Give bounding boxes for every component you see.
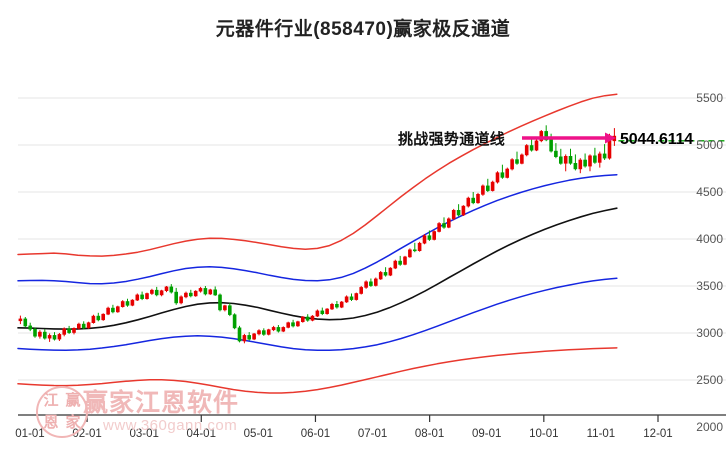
y-axis-tick: 4000: [696, 232, 723, 246]
x-axis-tick: 09-01: [472, 428, 502, 440]
channel-line-1: [17, 173, 618, 285]
y-axis-tick: 3500: [696, 279, 723, 293]
y-axis-tick: 5000: [696, 138, 723, 152]
x-axis-tick: 04-01: [186, 428, 216, 440]
seal-char: 赢: [65, 392, 81, 409]
x-axis-tick: 01-01: [15, 428, 45, 440]
seal-char: 恩: [43, 414, 59, 431]
channel-line-3: [17, 277, 618, 352]
x-axis-tick: 03-01: [129, 428, 159, 440]
brand-watermark: 赢家江恩软件: [83, 389, 240, 417]
channel-line-2: [17, 207, 618, 330]
last-price-label: 5044.6114: [620, 131, 693, 148]
annotation-arrow: [522, 132, 616, 144]
y-axis-tick: 2000: [696, 420, 723, 434]
seal-watermark-icon: 江赢恩家: [36, 386, 88, 438]
channel-bands: [17, 93, 618, 394]
seal-char: 江: [43, 392, 59, 409]
y-axis-tick: 5500: [696, 91, 723, 105]
y-axis-tick: 2500: [696, 373, 723, 387]
x-axis-tick: 06-01: [300, 428, 331, 440]
channel-line-4: [17, 347, 618, 394]
x-axis-tick: 11-01: [586, 428, 616, 440]
x-axis-tick: 05-01: [243, 428, 274, 440]
x-axis-tick: 12-01: [643, 428, 673, 440]
x-axis-tick: 10-01: [529, 428, 559, 440]
seal-ring: [36, 386, 88, 438]
candlestick-series: [18, 125, 617, 344]
x-axis-tick: 07-01: [357, 428, 388, 440]
x-axis-tick: 08-01: [414, 428, 445, 440]
channel-line-0: [17, 93, 618, 257]
y-axis-tick: 4500: [696, 185, 723, 199]
chart-plot-area[interactable]: [0, 55, 726, 417]
annotation-label: 挑战强势通道线: [398, 131, 506, 148]
chart-canvas: [17, 93, 726, 394]
page-title: 元器件行业(858470)赢家极反通道: [215, 19, 511, 40]
seal-char: 家: [65, 414, 81, 431]
grid-lines: [18, 97, 726, 381]
url-watermark: www.360gann.com: [103, 417, 238, 434]
y-axis-tick: 3000: [696, 326, 723, 340]
